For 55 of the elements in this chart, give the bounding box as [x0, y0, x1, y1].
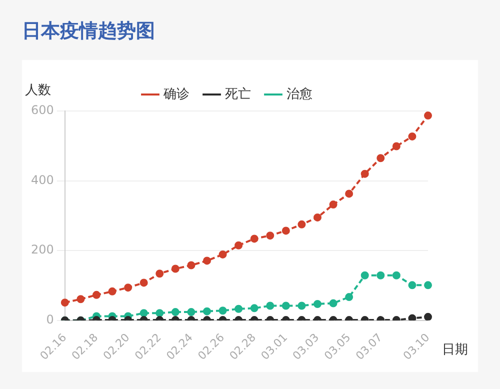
- point: [424, 112, 432, 120]
- point: [218, 306, 227, 315]
- point: [298, 302, 306, 310]
- point: [376, 271, 385, 280]
- point: [92, 290, 100, 299]
- y-tick-label: 0: [46, 312, 54, 327]
- point: [187, 308, 196, 316]
- point: [140, 278, 148, 287]
- point: [376, 154, 385, 162]
- point: [329, 299, 338, 308]
- point: [171, 264, 180, 273]
- legend-label: 确诊: [162, 86, 190, 102]
- point: [424, 312, 432, 320]
- point: [218, 250, 227, 258]
- point: [282, 226, 290, 235]
- point: [108, 287, 116, 296]
- point: [392, 142, 400, 150]
- point: [250, 234, 258, 243]
- point: [202, 256, 211, 265]
- point: [360, 170, 369, 178]
- point: [392, 271, 400, 280]
- point: [313, 213, 322, 222]
- point: [345, 190, 354, 198]
- point: [60, 298, 69, 307]
- point: [202, 307, 211, 316]
- legend-label: 死亡: [224, 86, 251, 102]
- point: [360, 271, 369, 280]
- point: [282, 302, 290, 310]
- x-axis-title: 日期: [442, 342, 468, 358]
- point: [187, 261, 196, 270]
- point: [408, 132, 416, 140]
- point: [266, 232, 274, 240]
- chart-title: 日本疫情趋势图: [22, 19, 155, 44]
- point: [266, 302, 274, 310]
- legend-label: 治愈: [286, 86, 312, 102]
- point: [250, 304, 258, 312]
- y-axis-title: 人数: [25, 82, 51, 98]
- point: [124, 284, 132, 292]
- point: [408, 314, 416, 320]
- point: [156, 309, 164, 318]
- point: [140, 309, 148, 318]
- point: [298, 220, 306, 228]
- point: [156, 270, 164, 278]
- y-tick-label: 200: [31, 242, 54, 257]
- point: [313, 300, 322, 308]
- point: [171, 308, 180, 316]
- point: [408, 281, 416, 290]
- point: [76, 295, 85, 304]
- y-tick-label: 400: [31, 172, 54, 187]
- y-tick-label: 600: [31, 103, 54, 118]
- point: [329, 200, 338, 209]
- point: [234, 304, 243, 313]
- point: [234, 241, 243, 250]
- point: [345, 293, 354, 302]
- point: [424, 281, 432, 290]
